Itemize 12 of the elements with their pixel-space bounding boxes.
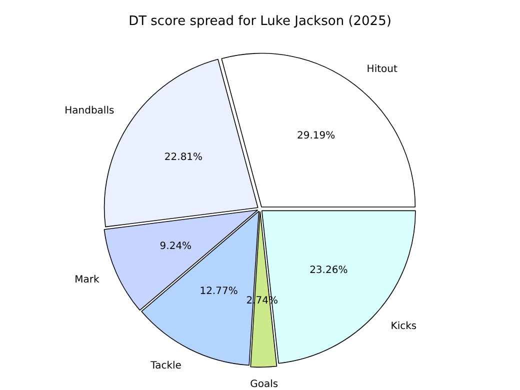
data-label: 12.77% <box>200 286 238 298</box>
data-label: 29.19% <box>296 130 336 142</box>
data-label: 9.24% <box>160 240 192 252</box>
slice-label: Tackle <box>150 360 182 372</box>
data-label: 22.81% <box>164 152 203 164</box>
data-label: 23.26% <box>310 265 348 276</box>
chart-title: DT score spread for Luke Jackson (2025) <box>128 14 392 29</box>
slice-label: Kicks <box>390 320 417 332</box>
slice-label: Mark <box>74 274 100 286</box>
slice-label: Handballs <box>64 106 114 117</box>
slice-label: Goals <box>250 379 278 390</box>
slice-label: Hitout <box>366 64 398 76</box>
